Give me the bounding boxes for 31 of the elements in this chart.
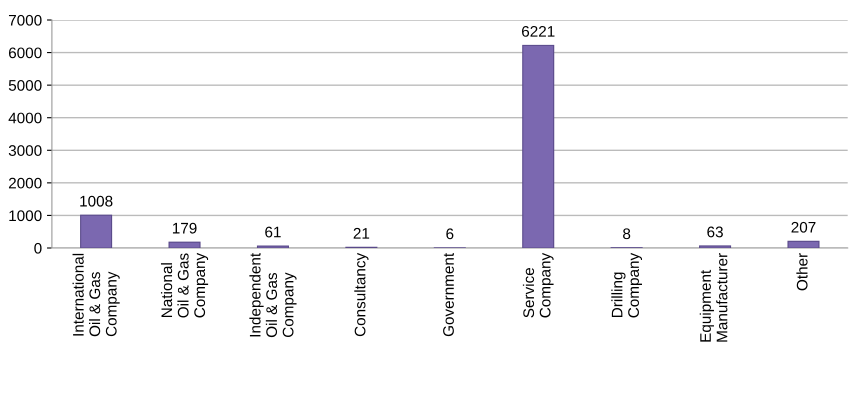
x-tick-label: Drilling Company xyxy=(611,252,642,318)
y-tick-label: 5000 xyxy=(8,80,42,91)
data-label: 8 xyxy=(623,228,630,240)
y-tick-label: 1000 xyxy=(9,210,42,222)
bar xyxy=(699,245,732,248)
x-tick-label: National Oil & Gas Company xyxy=(160,252,208,318)
y-tick-label: 2000 xyxy=(8,178,42,189)
data-label: 63 xyxy=(707,226,723,238)
x-tick-label: Service Company xyxy=(522,252,554,318)
bar xyxy=(787,240,820,248)
data-label: 21 xyxy=(354,228,370,239)
data-label: 61 xyxy=(265,226,281,238)
bar xyxy=(168,242,201,248)
data-label: 1008 xyxy=(80,196,112,207)
x-tick-label: Consultancy xyxy=(354,252,368,336)
data-label: 179 xyxy=(172,222,197,234)
x-tick-label: Equipment Manufacturer xyxy=(700,253,728,342)
y-tick-label: 4000 xyxy=(8,112,42,124)
x-tick-label: Other xyxy=(796,253,808,290)
y-tick-label: 0 xyxy=(34,242,42,254)
data-label: 6221 xyxy=(522,26,554,37)
bar xyxy=(80,214,112,248)
x-tick-label: International Oil & Gas Company xyxy=(72,254,120,336)
x-tick-label: Independent Oil & Gas Company xyxy=(249,252,297,338)
x-tick-label: Government xyxy=(443,252,454,336)
y-tick-label: 7000 xyxy=(8,14,42,26)
y-tick-label: 6000 xyxy=(8,47,42,58)
bar xyxy=(522,44,554,248)
y-tick-label: 3000 xyxy=(8,145,42,156)
data-label: 6 xyxy=(446,228,454,240)
data-label: 207 xyxy=(792,222,816,233)
